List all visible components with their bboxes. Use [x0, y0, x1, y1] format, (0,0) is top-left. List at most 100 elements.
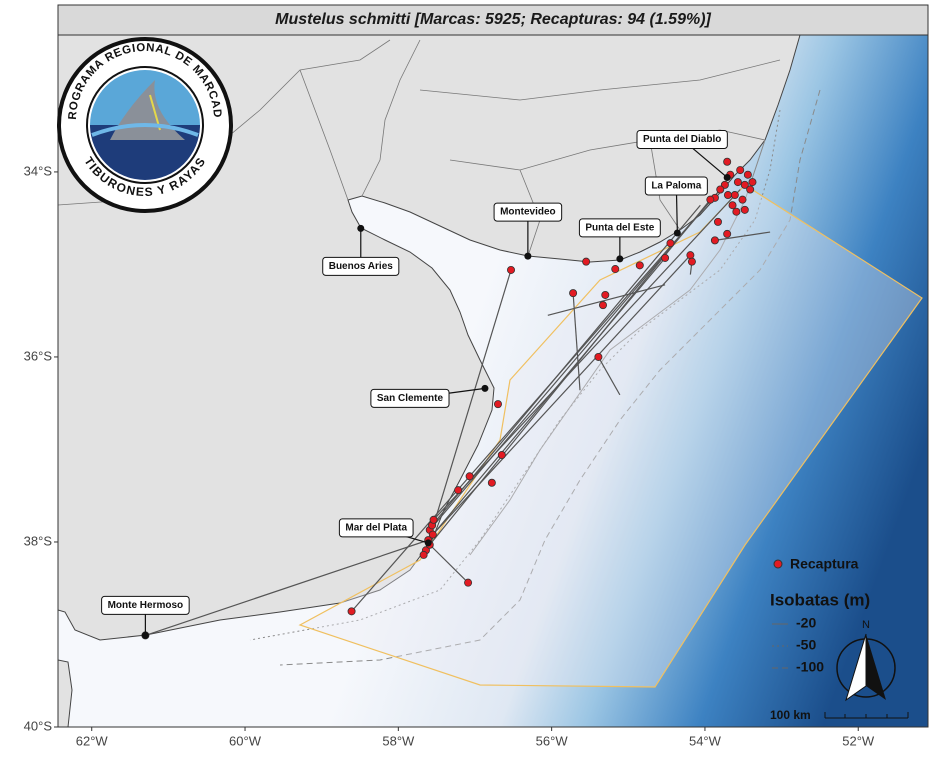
recapture-point: [733, 178, 742, 187]
legend-label: -20: [796, 615, 816, 631]
place-label-box: [338, 518, 414, 538]
recapture-point: [743, 170, 752, 179]
isobaths: [249, 89, 821, 666]
recapture-point: [635, 261, 644, 270]
recapture-point: [748, 178, 757, 187]
place-marker: [141, 631, 149, 639]
recapture-point: [661, 253, 670, 262]
place-label-box: [322, 256, 400, 276]
scale-label: 100 km: [770, 708, 811, 722]
recapture-point: [723, 229, 732, 238]
scale-bar: 100 km: [770, 708, 909, 722]
recapture-point: [594, 352, 603, 361]
legend-label: -100: [796, 659, 824, 675]
recapture-point: [428, 530, 437, 539]
recapture-point: [686, 251, 695, 260]
places: Buenos Aries Montevideo Punta del Este La P…: [101, 129, 731, 639]
place-marker: [616, 255, 624, 263]
track: [432, 254, 691, 535]
recapture-point: [738, 195, 747, 204]
place-label-box: [578, 218, 661, 238]
place-label: Punta del Diablo: [643, 134, 721, 145]
x-tick-label: 62°W: [76, 733, 109, 748]
legend: Recaptura Isobatas (m) -20 -50 -100: [770, 556, 870, 675]
place-label: La Paloma: [651, 181, 701, 192]
recapture-point: [419, 550, 428, 559]
frame: [57, 34, 929, 728]
recapture-point: [706, 195, 715, 204]
y-tick-label: 40°S: [24, 718, 53, 733]
recapture-point: [611, 265, 620, 274]
legend-swatch: [773, 559, 783, 569]
recapture-point: [732, 207, 741, 216]
x-tick-label: 58°W: [382, 733, 415, 748]
place-marker: [481, 384, 489, 392]
y-tick-label: 36°S: [24, 348, 53, 363]
recapture-point: [746, 185, 755, 194]
place-label: Montevideo: [500, 207, 556, 218]
place-marker: [424, 539, 432, 547]
track: [597, 356, 621, 396]
track: [429, 544, 469, 584]
track: [145, 539, 429, 636]
legend-label: Recaptura: [790, 556, 859, 572]
recapture-point: [582, 257, 591, 266]
y-tick-label: 34°S: [24, 163, 53, 178]
x-tick-label: 56°W: [536, 733, 569, 748]
recapture-point: [507, 265, 516, 274]
recapture-point: [601, 290, 610, 299]
recapture-point: [429, 515, 438, 524]
recapture-point: [666, 239, 675, 248]
title-bar: [57, 4, 929, 36]
recapture-point: [723, 191, 732, 200]
recapture-point: [569, 289, 578, 298]
legend-title: Isobatas (m): [770, 590, 870, 609]
track: [714, 231, 771, 241]
recapture-point: [713, 217, 722, 226]
recapture-point: [710, 236, 719, 245]
x-tick-label: 54°W: [689, 733, 722, 748]
recaptures: [141, 157, 757, 640]
track: [572, 293, 581, 391]
track: [547, 284, 666, 316]
recapture-point: [454, 486, 463, 495]
x-tick-label: 52°W: [842, 733, 875, 748]
recapture-point: [464, 578, 473, 587]
place-label-box: [644, 176, 708, 196]
place-label-box: [101, 595, 190, 615]
tracks: [145, 189, 771, 636]
place-label: Punta del Este: [585, 223, 654, 234]
place-label: San Clemente: [377, 393, 444, 404]
recapture-point: [497, 451, 506, 460]
recapture-point: [465, 472, 474, 481]
axes: 62°W 60°W 58°W 56°W 54°W 52°W 34°S 36°S 38°S 40°S: [24, 163, 875, 748]
place-marker: [357, 224, 365, 232]
recapture-point: [493, 400, 502, 409]
recapture-point: [723, 157, 732, 166]
place-label: Mar del Plata: [345, 523, 407, 534]
place-marker: [524, 252, 532, 260]
north-label: N: [862, 619, 870, 631]
place-label-box: [370, 388, 450, 408]
north-arrow: N: [836, 619, 896, 702]
recapture-point: [598, 301, 607, 310]
land: [58, 659, 73, 727]
place-marker: [723, 173, 731, 181]
recapture-point: [347, 607, 356, 616]
y-tick-label: 38°S: [24, 533, 53, 548]
legend-label: -50: [796, 637, 816, 653]
recapture-point: [728, 201, 737, 210]
recapture-point: [740, 180, 749, 189]
track: [351, 189, 721, 612]
place-label-box: [636, 129, 728, 149]
recapture-point: [740, 205, 749, 214]
recapture-point: [716, 185, 725, 194]
track: [427, 257, 666, 541]
place-label: Buenos Aries: [329, 261, 394, 272]
map-title: Mustelus schmitti [Marcas: 5925; Recaptu…: [275, 11, 711, 28]
track: [433, 189, 741, 521]
x-tick-label: 60°W: [229, 733, 262, 748]
place-label-box: [493, 202, 563, 222]
place-marker: [673, 229, 681, 237]
